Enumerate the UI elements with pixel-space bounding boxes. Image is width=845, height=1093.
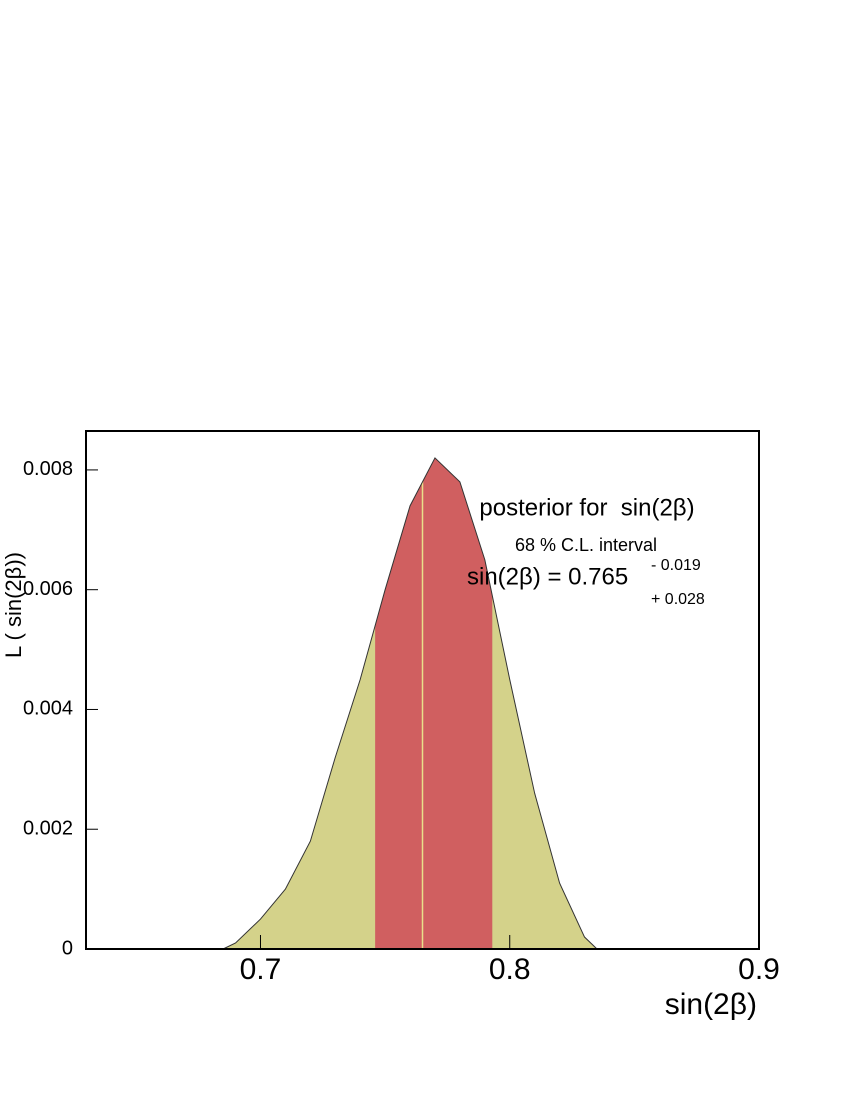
annotation-title: posterior for sin(2β) [479, 494, 694, 521]
x-axis-label: sin(2β) [665, 988, 757, 1021]
x-tick-label: 0.8 [489, 953, 531, 986]
y-tick-label: 0.004 [23, 698, 73, 720]
annotation-subtitle: 68 % C.L. interval [515, 535, 657, 555]
y-tick-label: 0.006 [23, 578, 73, 600]
plus-error: + 0.028 [651, 591, 705, 608]
y-tick-label: 0.002 [23, 818, 73, 840]
estimate-label: sin(2β) = 0.765 [467, 563, 628, 590]
y-tick-label: 0.008 [23, 458, 73, 480]
x-tick-label: 0.7 [240, 953, 282, 986]
posterior-line [222, 457, 598, 950]
interval-band [375, 457, 493, 949]
x-tick-label: 0.9 [738, 953, 780, 986]
y-axis-label: L ( sin(2β)) [1, 552, 26, 658]
minus-error: - 0.019 [651, 557, 701, 574]
frame [85, 430, 760, 950]
y-tick-label: 0 [62, 937, 73, 959]
